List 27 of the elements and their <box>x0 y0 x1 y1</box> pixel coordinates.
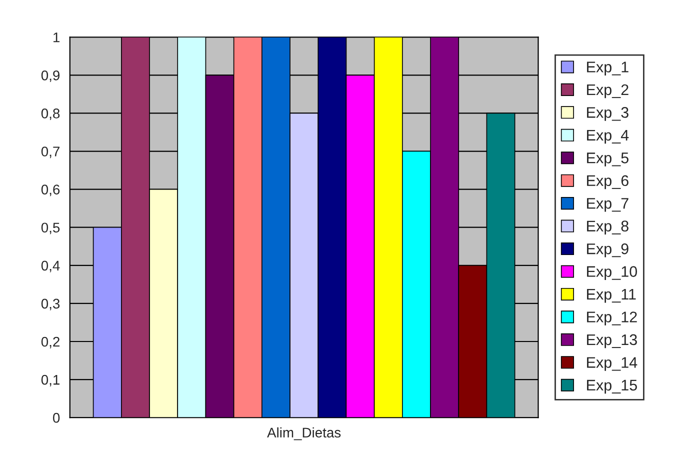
y-tick-label: 0,4 <box>41 260 60 272</box>
y-tick-label: 0,8 <box>41 108 60 120</box>
y-tick-label: 0,5 <box>41 222 60 234</box>
y-tick-label: 0 <box>52 412 60 423</box>
legend-label: Exp_11 <box>587 289 636 303</box>
y-tick-label: 0,9 <box>41 70 60 82</box>
legend-label: Exp_9 <box>587 243 628 258</box>
legend-label: Exp_13 <box>587 334 637 348</box>
legend-label: Exp_8 <box>587 220 628 235</box>
y-tick-label: 1 <box>54 32 60 42</box>
legend-label: Exp_7 <box>587 198 628 212</box>
legend-label: Exp_14 <box>587 357 638 371</box>
legend-label: Exp_12 <box>587 312 637 326</box>
legend-label: Exp_6 <box>587 175 628 190</box>
legend-label: Exp_4 <box>587 130 629 144</box>
legend-label: Exp_15 <box>587 380 637 394</box>
legend-label: Exp_2 <box>587 84 628 98</box>
y-tick-label: 0,2 <box>41 336 60 348</box>
y-tick-label: 0,3 <box>41 298 60 310</box>
y-tick-label: 0,7 <box>41 146 60 158</box>
x-tick-label: Alim_Dietas <box>267 427 341 440</box>
legend-label: Exp_1 <box>587 62 628 76</box>
legend-label: Exp_5 <box>587 152 628 166</box>
y-tick-label: 0,1 <box>41 374 60 386</box>
legend-label: Exp_3 <box>587 107 628 121</box>
legend-label: Exp_10 <box>587 266 638 280</box>
y-tick-label: 0,6 <box>41 184 60 196</box>
